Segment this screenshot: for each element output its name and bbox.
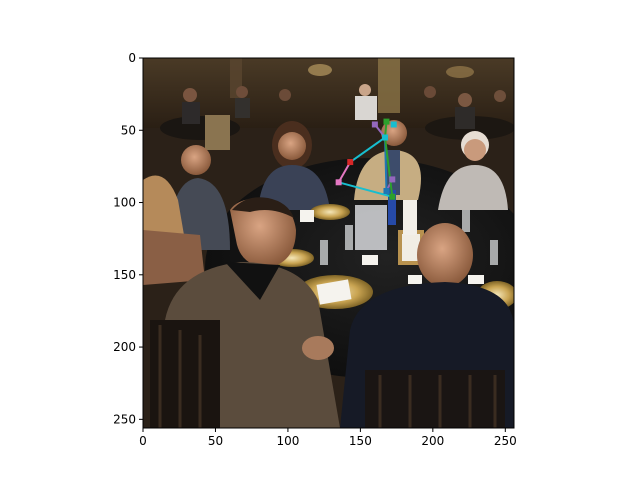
- x-tick-label: 200: [421, 434, 444, 448]
- pose-keypoint: [390, 121, 397, 128]
- y-tick-label: 100: [113, 196, 136, 210]
- pose-keypoint: [335, 179, 342, 186]
- x-tick-label: 100: [276, 434, 299, 448]
- y-axis-ticks: 0 50 100 150 200 250: [113, 51, 143, 426]
- pose-keypoint: [383, 187, 390, 194]
- pose-limb: [337, 161, 352, 183]
- pose-keypoint: [347, 159, 354, 166]
- y-tick-label: 50: [121, 123, 136, 137]
- y-tick-label: 200: [113, 340, 136, 354]
- y-tick-label: 150: [113, 268, 136, 282]
- pose-keypoint: [382, 134, 389, 141]
- x-tick-label: 50: [208, 434, 223, 448]
- pose-keypoint: [383, 118, 390, 125]
- x-tick-label: 250: [494, 434, 517, 448]
- pose-keypoint: [371, 121, 378, 128]
- y-tick-label: 0: [128, 51, 136, 65]
- pose-keypoints: [335, 118, 397, 200]
- pose-keypoint: [389, 176, 396, 183]
- pose-limb: [338, 181, 393, 198]
- photo: [143, 58, 514, 428]
- pose-limb: [349, 136, 386, 163]
- x-tick-label: 0: [139, 434, 147, 448]
- pose-keypoint: [389, 193, 396, 200]
- pose-limb: [384, 137, 394, 197]
- axes-frame: [142, 57, 515, 429]
- x-tick-label: 150: [349, 434, 372, 448]
- y-tick-label: 250: [113, 412, 136, 426]
- x-axis-ticks: 0 50 100 150 200 250: [139, 428, 517, 448]
